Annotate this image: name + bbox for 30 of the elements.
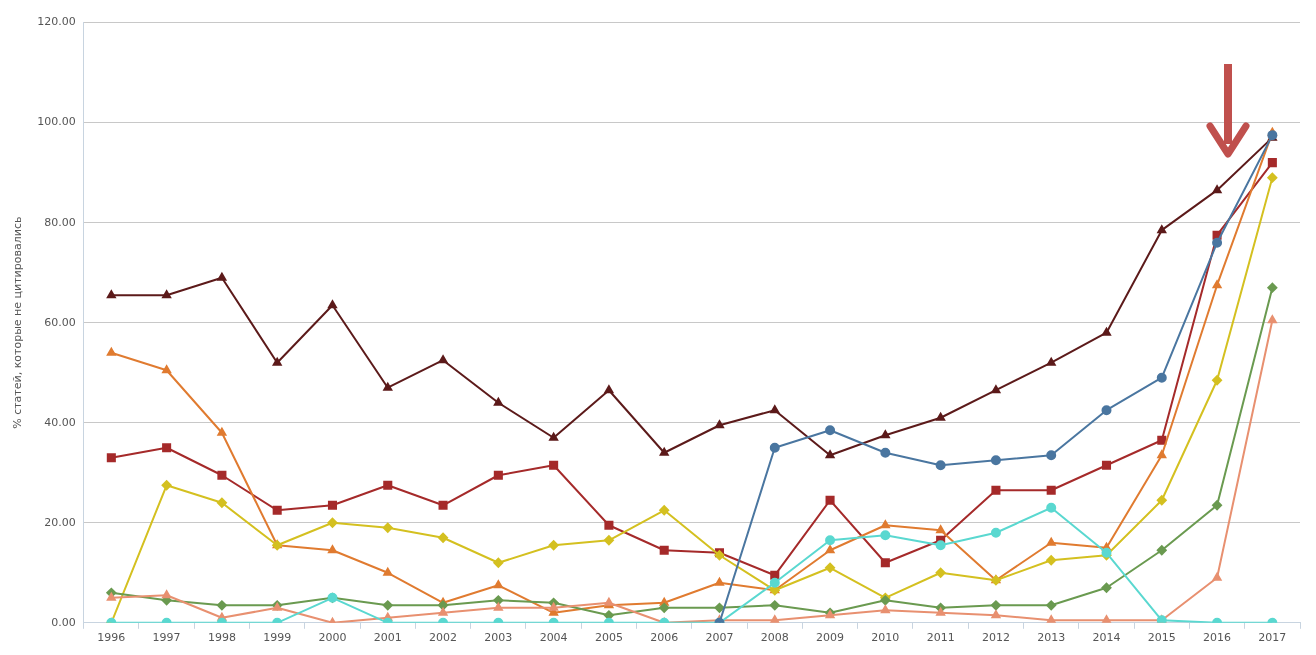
x-tick-label: 1998 xyxy=(207,631,236,645)
x-tick-label: 2003 xyxy=(484,631,513,645)
y-tick-label: 120.00 xyxy=(37,15,76,29)
x-tick-label: 2001 xyxy=(373,631,402,645)
x-tick-label: 2009 xyxy=(816,631,845,645)
y-tick-label: 60.00 xyxy=(44,315,76,329)
y-tick-label: 20.00 xyxy=(44,515,76,529)
x-tick-label: 2002 xyxy=(429,631,458,645)
x-tick-label: 2012 xyxy=(981,631,1010,645)
x-tick-label: 2000 xyxy=(318,631,347,645)
x-tick-label: 2016 xyxy=(1203,631,1232,645)
x-tick-label: 2010 xyxy=(871,631,900,645)
y-axis-title: % статей, которые не цитировались xyxy=(11,216,25,429)
x-tick-label: 2017 xyxy=(1258,631,1287,645)
x-tick-label: 1996 xyxy=(97,631,126,645)
x-tick-label: 2011 xyxy=(926,631,955,645)
x-tick-label: 2008 xyxy=(760,631,789,645)
x-tick-label: 2005 xyxy=(594,631,623,645)
y-tick-label: 80.00 xyxy=(44,215,76,229)
x-tick-label: 2014 xyxy=(1092,631,1121,645)
x-tick-label: 2007 xyxy=(705,631,734,645)
y-tick-label: 40.00 xyxy=(44,415,76,429)
x-tick-label: 1999 xyxy=(263,631,292,645)
x-tick-label: 2015 xyxy=(1147,631,1176,645)
x-tick-label: 2004 xyxy=(539,631,568,645)
x-tick-label: 1997 xyxy=(152,631,181,645)
y-tick-label: 100.00 xyxy=(37,115,76,129)
y-tick-label: 0.00 xyxy=(51,615,76,629)
x-tick-label: 2013 xyxy=(1037,631,1066,645)
x-tick-label: 2006 xyxy=(650,631,679,645)
